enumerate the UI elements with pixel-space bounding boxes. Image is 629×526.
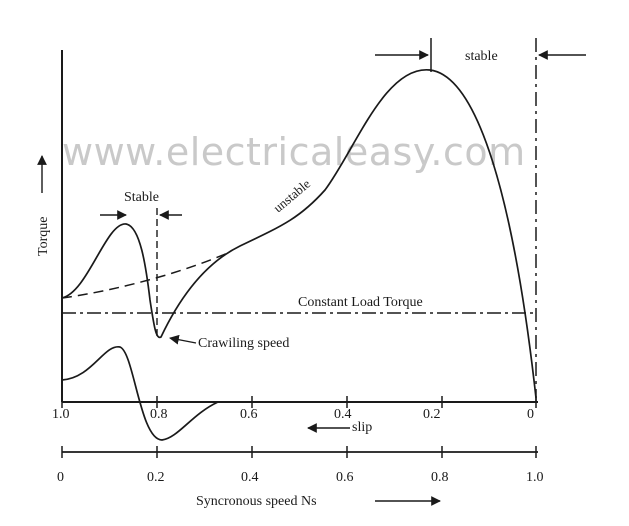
crawling-speed-label: Crawiling speed <box>198 336 289 351</box>
resultant-torque-curve <box>61 69 537 399</box>
stable-label-left: Stable <box>124 190 159 205</box>
slip-tick-label: 0.4 <box>334 407 352 422</box>
unstable-label: unstable <box>270 176 313 215</box>
slip-tick-label: 0.2 <box>423 407 441 422</box>
speed-tick-label: 0.4 <box>241 470 259 485</box>
speed-tick-label: 0.8 <box>431 470 449 485</box>
slip-tick-label: 0.8 <box>150 407 168 422</box>
speed-tick-label: 0.2 <box>147 470 165 485</box>
sync-speed-label: Syncronous speed Ns <box>196 494 317 509</box>
slip-tick-labels: 1.0 0.8 0.6 0.4 0.2 0 <box>52 407 534 422</box>
slip-tick-label: 1.0 <box>52 407 70 422</box>
slip-tick-label: 0.6 <box>240 407 258 422</box>
speed-axis-ticks <box>61 446 537 458</box>
speed-tick-label: 0 <box>57 470 64 485</box>
harmonic-torque-curve <box>61 346 219 441</box>
fundamental-torque-dashed <box>61 251 231 299</box>
speed-tick-label: 0.6 <box>336 470 354 485</box>
slip-label: slip <box>352 420 372 435</box>
stable-label-right: stable <box>465 49 498 64</box>
speed-tick-labels: 0 0.2 0.4 0.6 0.8 1.0 <box>57 470 544 485</box>
slip-tick-label: 0 <box>527 407 534 422</box>
slip-axis-ticks <box>61 396 537 408</box>
constant-load-label: Constant Load Torque <box>298 295 423 310</box>
watermark: www.electricaleasy.com <box>62 130 526 174</box>
crawling-arrow <box>169 334 197 345</box>
torque-label: Torque <box>36 217 51 256</box>
speed-tick-label: 1.0 <box>526 470 544 485</box>
